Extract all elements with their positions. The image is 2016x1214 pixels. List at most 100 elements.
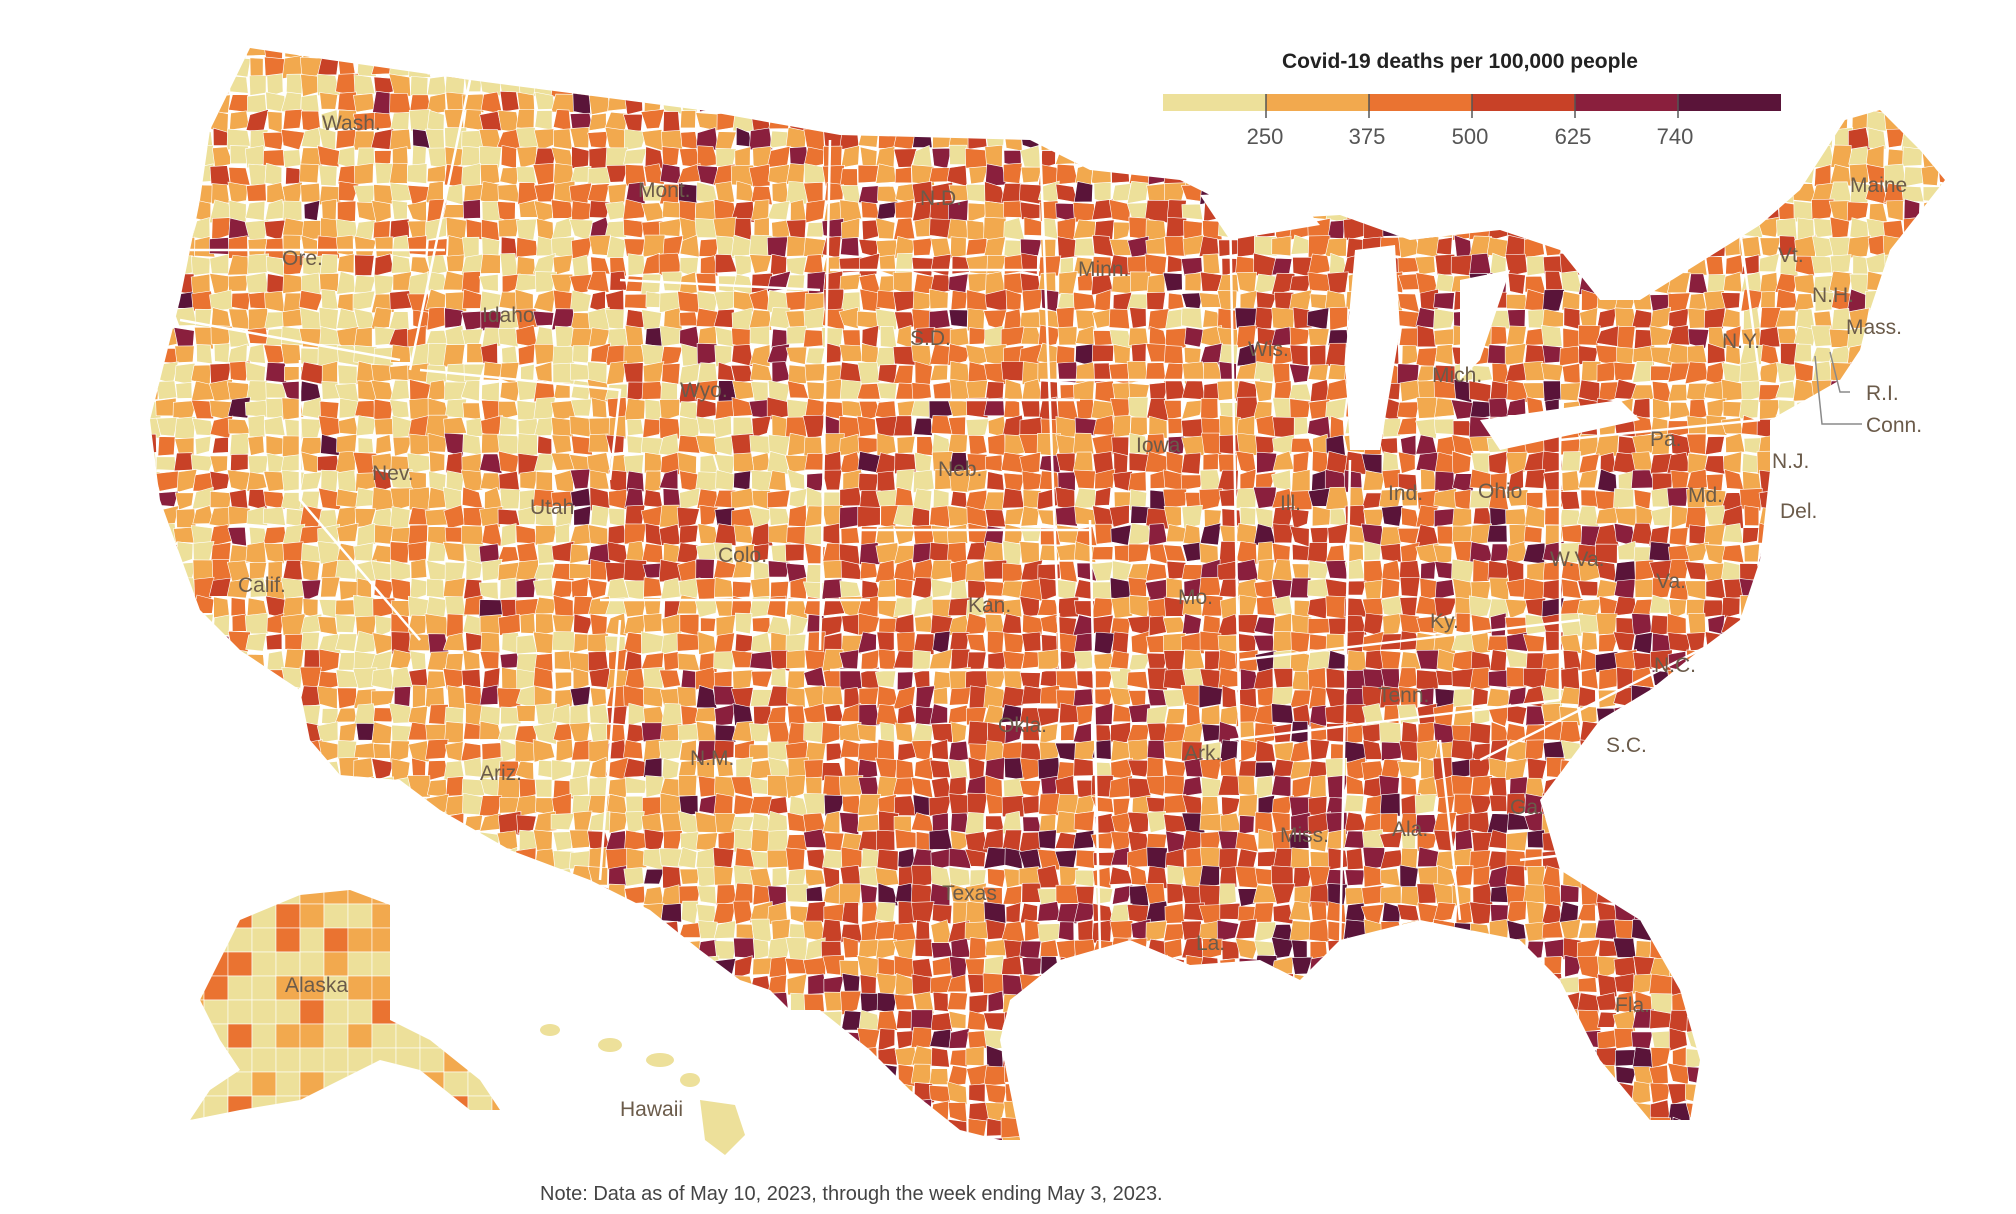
county-cell [150,705,158,722]
county-cell [1833,849,1853,872]
county-cell [1272,595,1293,615]
county-cell [1721,198,1745,223]
county-cell [877,186,899,203]
county-cell [354,811,376,834]
county-cell [572,92,591,116]
county-cell [353,93,375,113]
county-cell [1398,163,1421,186]
county-cell [1688,74,1708,97]
county-cell [150,580,159,598]
county-cell [1631,757,1654,779]
county-cell [1128,543,1150,563]
county-cell [1794,343,1812,363]
county-cell [749,723,771,742]
county-cell [497,508,521,526]
county-cell [1361,199,1385,222]
county-cell [1450,399,1474,420]
county-cell [1073,650,1095,671]
county-cell [1506,900,1527,924]
county-cell [1706,900,1726,923]
county-cell [1324,237,1347,257]
county-cell [318,648,340,674]
county-cell [155,793,178,816]
county-cell [248,163,267,188]
county-cell [1613,362,1636,381]
county-cell [1256,76,1275,97]
county-cell [375,434,392,455]
county-cell [210,901,231,923]
county-cell [1774,523,1798,545]
county-cell [1469,758,1493,778]
county-cell [717,361,735,381]
county-cell [1884,56,1908,80]
county-cell [787,504,807,528]
county-cell [373,418,395,436]
county-cell [749,650,773,670]
county-cell [1721,864,1744,888]
county-cell [804,525,822,545]
county-cell [442,849,463,871]
county-cell [1937,433,1945,456]
county-cell [803,307,825,330]
county-cell [1937,832,1945,851]
county-cell [1614,257,1636,277]
county-cell [247,811,268,835]
county-cell [1003,126,1023,152]
county-cell [1561,290,1581,311]
county-cell [1632,344,1655,366]
county-cell [1219,812,1242,832]
county-cell [1669,166,1689,184]
county-cell [1578,183,1600,205]
county-cell [1794,562,1816,583]
county-cell [462,402,481,420]
county-cell [571,236,593,259]
county-cell [1000,361,1024,382]
county-cell [1903,56,1925,79]
county-cell [1958,92,1977,114]
county-cell [1056,48,1076,60]
county-cell [627,253,645,276]
county-cell [1866,905,1885,925]
county-cell [1038,829,1057,850]
county-cell [244,794,268,817]
county-cell [244,654,266,672]
county-cell [173,147,196,170]
county-cell [948,273,969,294]
county-cell [714,703,736,727]
county-cell [1828,882,1852,904]
county-cell [838,306,859,330]
county-cell [1128,110,1148,133]
county-cell [480,164,500,186]
county-cell [947,505,970,527]
county-cell [1092,866,1112,889]
county-cell [1918,886,1941,906]
county-cell [1055,128,1074,147]
county-cell [1254,236,1278,257]
county-cell [1867,487,1889,506]
county-cell [1651,724,1673,744]
county-cell [1792,399,1817,421]
county-cell [442,344,466,368]
county-cell [191,846,215,868]
county-cell [478,56,502,79]
county-cell [965,559,986,583]
county-cell [1865,596,1889,616]
county-cell [1453,234,1472,259]
county-cell [1649,758,1669,779]
county-cell [1740,633,1761,654]
county-cell [643,489,663,508]
county-cell [1740,848,1763,871]
county-cell [372,220,391,239]
county-cell [1956,686,1975,708]
county-cell [857,362,881,385]
county-cell [1669,235,1692,259]
county-cell [228,167,251,186]
county-cell [1938,129,1945,152]
county-cell [1901,289,1921,310]
county-cell [460,380,481,402]
county-cell [1902,868,1924,888]
county-cell [157,650,178,673]
county-cell [679,868,701,885]
county-cell [624,398,646,421]
county-cell [406,868,431,889]
